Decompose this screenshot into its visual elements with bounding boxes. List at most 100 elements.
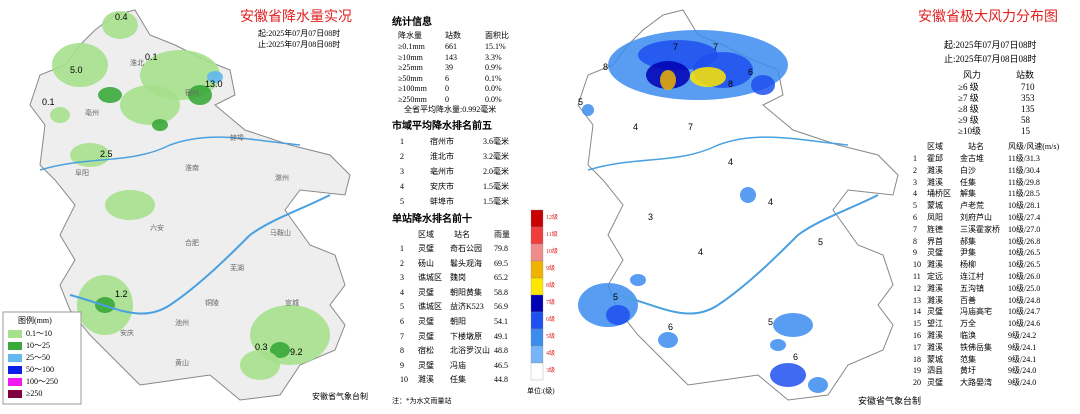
table-cell: 6 — [445, 73, 449, 83]
table-cell: 3 — [400, 273, 404, 283]
table-cell: 0 — [445, 84, 449, 93]
table-header: 站名 — [968, 142, 984, 151]
table-cell: 56.9 — [494, 302, 508, 312]
table-cell: 8 — [400, 346, 404, 356]
table-cell: 北浴罗汉山 — [450, 346, 490, 356]
colorbar-label: 8级 — [546, 283, 556, 289]
table-cell: 亳州市 — [430, 167, 454, 176]
table-cell: 49.1 — [494, 331, 508, 341]
table-cell: 3.3% — [485, 52, 502, 62]
table-cell: 朝阳 — [450, 317, 466, 326]
table-cell: 灵璧 — [418, 360, 434, 370]
table-cell: ≥9 级 — [958, 115, 979, 125]
table-cell: 万全 — [960, 319, 976, 329]
table-cell: 15.1% — [485, 42, 506, 51]
rain-area — [188, 85, 212, 105]
table-cell: 任集 — [450, 375, 466, 385]
time-start: 起:2025年07月07日08时 — [944, 40, 1037, 50]
colorbar-label: 10级 — [546, 249, 559, 255]
table-cell: 濉溪 — [418, 375, 434, 385]
table-header: 降水量 — [398, 31, 422, 40]
table-cell: 连江村 — [960, 272, 984, 281]
table-cell: 58.8 — [494, 287, 508, 297]
legend-label: 50～100 — [26, 365, 54, 374]
table-cell: 灵璧 — [418, 331, 434, 341]
table-cell: 39 — [445, 63, 453, 72]
colorbar-cell — [530, 362, 544, 381]
table-cell: 范集 — [960, 354, 976, 364]
wind-area — [770, 339, 786, 351]
colorbar-cell — [530, 226, 544, 245]
rain-area — [207, 71, 223, 83]
map-value: 13.0 — [205, 79, 223, 89]
table-header: 风级/风速(m/s) — [1008, 142, 1060, 151]
table-cell: 10级/27.0 — [1008, 224, 1041, 234]
table-cell: 10 — [913, 260, 921, 270]
colorbar-unit: 单位:(级) — [527, 387, 555, 395]
table-cell: 11级/29.8 — [1008, 177, 1040, 187]
table-cell: 蒙城 — [927, 354, 943, 364]
table-cell: 灵璧 — [418, 244, 434, 253]
table-cell: 710 — [1021, 82, 1035, 92]
city-label: 阜阳 — [75, 168, 89, 177]
table-cell: 9级/24.0 — [1008, 366, 1037, 376]
colorbar-cell — [530, 260, 544, 279]
table-cell: 9 — [913, 248, 917, 258]
rain-area — [152, 119, 168, 131]
table-cell: 7 — [400, 331, 404, 341]
table-cell: 11级/28.5 — [1008, 189, 1040, 199]
colorbar-cell — [530, 277, 544, 296]
table-cell: 11级/31.3 — [1008, 154, 1040, 163]
table-cell: ≥7 级 — [958, 93, 979, 103]
table-cell: 魏岗 — [450, 273, 466, 283]
time-end: 止:2025年07月08日08时 — [258, 40, 341, 49]
table-cell: 16 — [913, 331, 921, 340]
table-cell: 10级/24.8 — [1008, 295, 1041, 305]
table-cell: 5 — [400, 197, 404, 206]
table-header: 区域 — [418, 230, 434, 239]
wind-area — [773, 313, 813, 337]
table-cell: 卢老荒 — [960, 201, 984, 211]
table-cell: 9级/24.1 — [1008, 342, 1037, 352]
table-cell: 9级/24.1 — [1008, 354, 1037, 364]
table-cell: 界首 — [927, 236, 943, 246]
table-cell: 铁佛岳集 — [960, 342, 992, 352]
table-header: 雨量 — [494, 230, 510, 239]
legend-swatch — [8, 354, 22, 362]
table-header: 面积比 — [485, 31, 509, 40]
table-cell: 143 — [445, 52, 457, 62]
table-cell: 金古堆 — [960, 154, 984, 163]
river — [617, 194, 879, 315]
wind-value: 5 — [578, 97, 583, 107]
table-cell: 濉溪 — [927, 177, 943, 187]
wind-value: 4 — [728, 157, 733, 167]
wind-value: 6 — [748, 67, 753, 77]
province — [577, 9, 899, 401]
table-cell: 解集 — [960, 189, 976, 199]
table-cell: 淮北市 — [430, 152, 454, 161]
legend-label: 25～50 — [26, 353, 50, 362]
wind-value: 3 — [648, 212, 653, 222]
table-cell: 凤阳 — [927, 213, 943, 222]
table-cell: 白沙 — [960, 165, 976, 175]
legend-label: 100～250 — [26, 377, 58, 386]
rain-area — [70, 143, 110, 167]
table-cell: 17 — [913, 342, 921, 352]
legend-swatch — [8, 390, 22, 398]
legend-label: 0.1～10 — [26, 329, 52, 338]
table-cell: 刘府芦山 — [960, 213, 992, 222]
table-cell: 10级/28.1 — [1008, 201, 1041, 211]
wind-value: 4 — [768, 197, 773, 207]
river — [587, 136, 849, 171]
rain-area — [105, 190, 155, 220]
wind-value: 5 — [818, 237, 823, 247]
table-cell: 濉溪 — [927, 331, 943, 340]
table-cell: 任集 — [960, 177, 976, 187]
table-cell: 濉溪 — [927, 283, 943, 293]
city-label: 淮北 — [130, 58, 144, 67]
city-label: 芜湖 — [230, 263, 244, 272]
city-label: 宣城 — [285, 298, 299, 307]
wind-area — [582, 104, 594, 116]
river — [39, 136, 301, 171]
